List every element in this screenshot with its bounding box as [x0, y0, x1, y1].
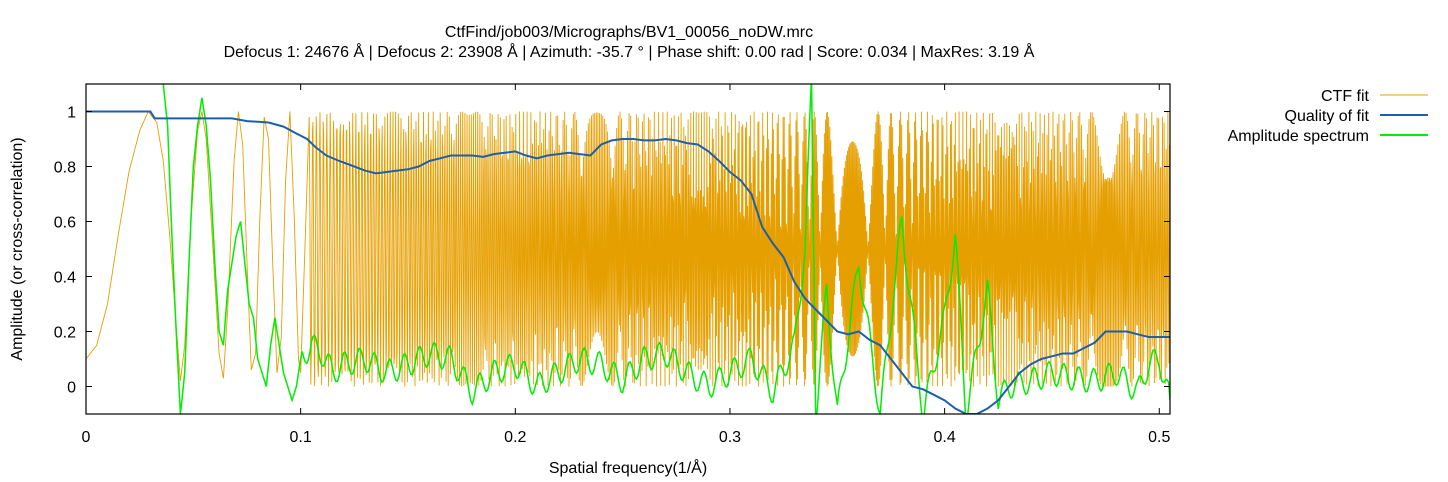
plot-frame	[85, 83, 1171, 415]
y-axis-label: Amplitude (or cross-correlation)	[9, 137, 26, 360]
series-layer	[86, 84, 1170, 414]
quality-of-fit-line	[86, 110, 1170, 414]
x-tick-label: 0.4	[933, 429, 955, 446]
y-tick-label: 0.6	[54, 215, 76, 232]
y-tick-label: 0	[67, 380, 76, 397]
y-tick-label: 0.8	[54, 160, 76, 177]
chart-title: CtfFind/job003/Micrographs/BV1_00056_noD…	[444, 24, 814, 41]
x-tick-label: 0	[82, 429, 91, 446]
x-tick-label: 0.2	[504, 429, 526, 446]
y-tick-label: 0.2	[54, 325, 76, 342]
legend-label-quality-of-fit: Quality of fit	[1285, 108, 1370, 125]
legend: CTF fit Quality of fit Amplitude spectrum	[1228, 88, 1428, 145]
x-tick-label: 0.3	[719, 429, 741, 446]
legend-label-amplitude-spectrum: Amplitude spectrum	[1228, 128, 1369, 145]
x-tick-label: 0.5	[1148, 429, 1170, 446]
chart-subtitle: Defocus 1: 24676 Å | Defocus 2: 23908 Å …	[223, 44, 1035, 61]
x-axis-label: Spatial frequency(1/Å)	[549, 458, 707, 477]
ticks-layer: 0 0.1 0.2 0.3 0.4 0.5 0 0.2 0.4 0.6 0.8 1	[54, 84, 1170, 446]
y-tick-label: 0.4	[54, 270, 76, 287]
y-tick-label: 1	[67, 105, 76, 122]
amplitude-spectrum-line	[162, 84, 1170, 414]
x-tick-label: 0.1	[290, 429, 312, 446]
legend-label-ctf-fit: CTF fit	[1321, 88, 1370, 105]
ctf-fit-line	[86, 110, 1170, 387]
